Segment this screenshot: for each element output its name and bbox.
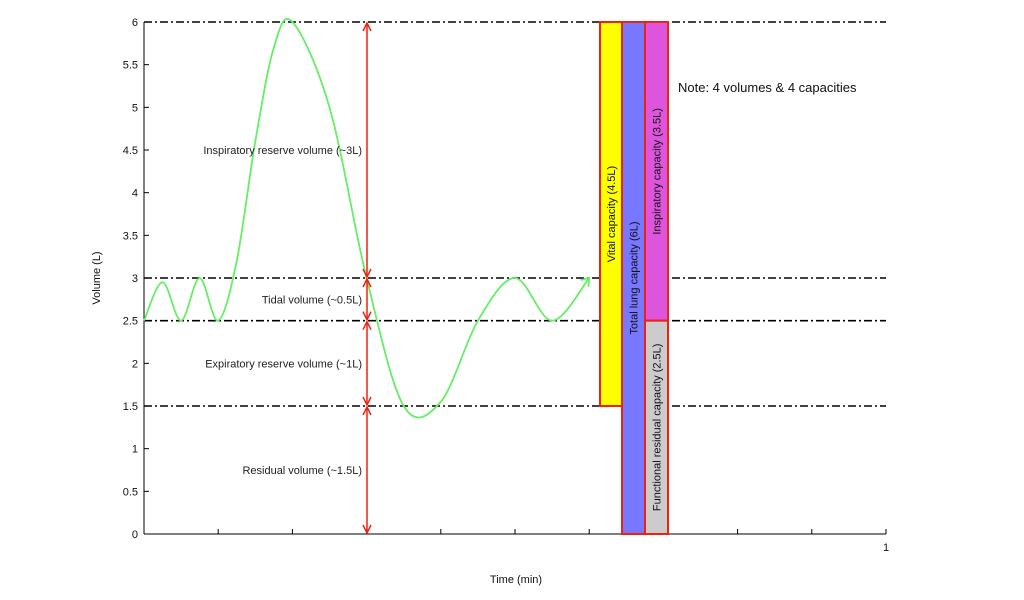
x-axis-title: Time (min) bbox=[490, 574, 542, 586]
volume-arrow-head-top bbox=[362, 277, 372, 288]
volume-arrow-head-bottom bbox=[362, 396, 372, 407]
y-tick-label: 5.5 bbox=[123, 60, 138, 72]
volume-arrow-head-top bbox=[362, 319, 372, 331]
y-tick-label: 3.5 bbox=[123, 230, 138, 242]
y-tick-label: 1 bbox=[132, 444, 138, 456]
volume-arrow-head-bottom bbox=[362, 311, 372, 322]
volume-label: Tidal volume (~0.5L) bbox=[262, 294, 362, 306]
y-tick-label: 0 bbox=[132, 529, 138, 541]
capacity-bar-label: Total lung capacity (6L) bbox=[629, 221, 641, 334]
volume-arrow-head-top bbox=[362, 21, 372, 32]
x-tick-label: 1 bbox=[883, 542, 889, 554]
axes: 0 0.5 1 1.5 2 2.5 3 3.5 4 4.5 5 5.5 6 1 bbox=[123, 17, 889, 554]
capacity-bar bbox=[644, 319, 669, 535]
y-tick-label: 4 bbox=[132, 188, 138, 200]
y-tick-label: 3 bbox=[132, 273, 138, 285]
capacity-bar-label: Inspiratory capacity (3.5L) bbox=[652, 108, 664, 235]
y-tick-label: 2 bbox=[132, 358, 138, 370]
volume-arrows bbox=[362, 21, 372, 535]
volume-label: Residual volume (~1.5L) bbox=[242, 465, 362, 477]
y-tick-label: 1.5 bbox=[123, 401, 138, 413]
volume-arrow-head-bottom bbox=[362, 268, 372, 279]
labels: Inspiratory reserve volume (~3L) Tidal vo… bbox=[203, 145, 362, 477]
y-tick-label: 6 bbox=[132, 17, 138, 29]
volume-arrow-head-bottom bbox=[362, 524, 372, 535]
note-text: Note: 4 volumes & 4 capacities bbox=[678, 80, 857, 95]
volume-label: Expiratory reserve volume (~1L) bbox=[205, 358, 362, 370]
capacity-bars: Vital capacity (4.5L) Total lung capacity… bbox=[599, 21, 669, 535]
capacity-bar-label: Vital capacity (4.5L) bbox=[606, 166, 618, 262]
y-tick-label: 2.5 bbox=[123, 316, 138, 328]
y-axis-title: Volume (L) bbox=[91, 251, 103, 304]
volume-curve-line bbox=[143, 18, 590, 419]
volume-curve-arrowhead bbox=[580, 276, 591, 288]
volume-curve bbox=[143, 18, 591, 419]
volume-label: Inspiratory reserve volume (~3L) bbox=[203, 145, 362, 157]
y-tick-label: 5 bbox=[132, 102, 138, 114]
capacity-bar-label: Functional residual capacity (2.5L) bbox=[652, 344, 664, 512]
y-tick-label: 4.5 bbox=[123, 145, 138, 157]
y-tick-label: 0.5 bbox=[123, 486, 138, 498]
volume-arrow-head-top bbox=[362, 405, 372, 416]
